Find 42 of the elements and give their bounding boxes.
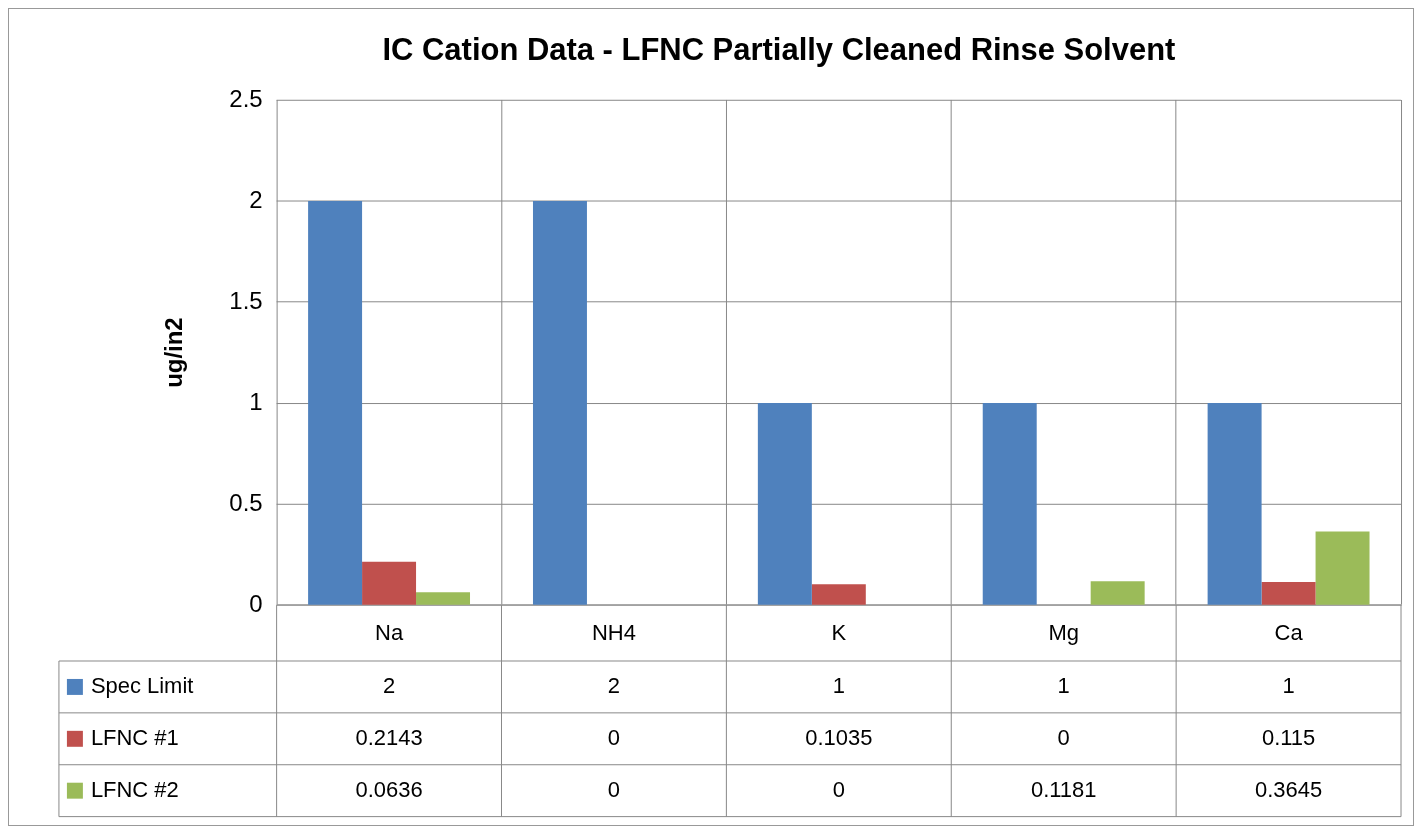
bar bbox=[811, 584, 866, 605]
data-label: 0 bbox=[1057, 724, 1070, 750]
data-label: 0 bbox=[607, 776, 621, 802]
bar bbox=[757, 403, 812, 605]
x-tick-label: NH4 bbox=[591, 620, 636, 646]
data-label: 2 bbox=[382, 673, 396, 698]
data-label: 0.115 bbox=[1261, 724, 1316, 750]
x-tick-label: Mg bbox=[1048, 620, 1079, 646]
y-tick-label: 2.5 bbox=[229, 84, 263, 112]
y-tick-label: 1 bbox=[249, 387, 263, 415]
y-tick-label: 0.5 bbox=[229, 488, 263, 516]
data-label: 1 bbox=[1057, 673, 1070, 698]
data-label: 0.2143 bbox=[355, 724, 423, 750]
data-label: 0.1181 bbox=[1030, 776, 1097, 802]
bar bbox=[1207, 403, 1262, 605]
data-label: 1 bbox=[832, 673, 845, 698]
bar bbox=[416, 592, 471, 605]
x-tick-label: K bbox=[831, 620, 847, 646]
data-label: 0.1035 bbox=[805, 724, 873, 750]
data-label: 0.0636 bbox=[355, 776, 423, 802]
data-label: 0 bbox=[832, 776, 845, 802]
x-tick-label: Ca bbox=[1274, 620, 1304, 646]
bar bbox=[1261, 581, 1316, 605]
data-label: 0.3645 bbox=[1255, 776, 1323, 802]
bar bbox=[1090, 581, 1145, 605]
bar bbox=[362, 561, 417, 605]
data-label: 2 bbox=[607, 673, 621, 698]
bar bbox=[532, 201, 587, 605]
y-tick-label: 2 bbox=[249, 185, 263, 213]
y-tick-label: 1.5 bbox=[229, 286, 263, 314]
x-tick-label: Na bbox=[375, 620, 404, 646]
y-axis-title: ug/in2 bbox=[159, 317, 187, 388]
legend-label: LFNC #1 bbox=[90, 724, 179, 750]
bar bbox=[1315, 531, 1370, 605]
data-label: 0 bbox=[607, 724, 621, 750]
data-label: 1 bbox=[1282, 673, 1295, 698]
bar bbox=[308, 201, 363, 605]
y-tick-label: 0 bbox=[249, 589, 263, 617]
bar bbox=[982, 403, 1037, 605]
chart-title: IC Cation Data - LFNC Partially Cleaned Rinse Solvent bbox=[382, 32, 1176, 68]
legend-label: Spec Limit bbox=[90, 673, 194, 698]
legend-label: LFNC #2 bbox=[90, 776, 179, 802]
